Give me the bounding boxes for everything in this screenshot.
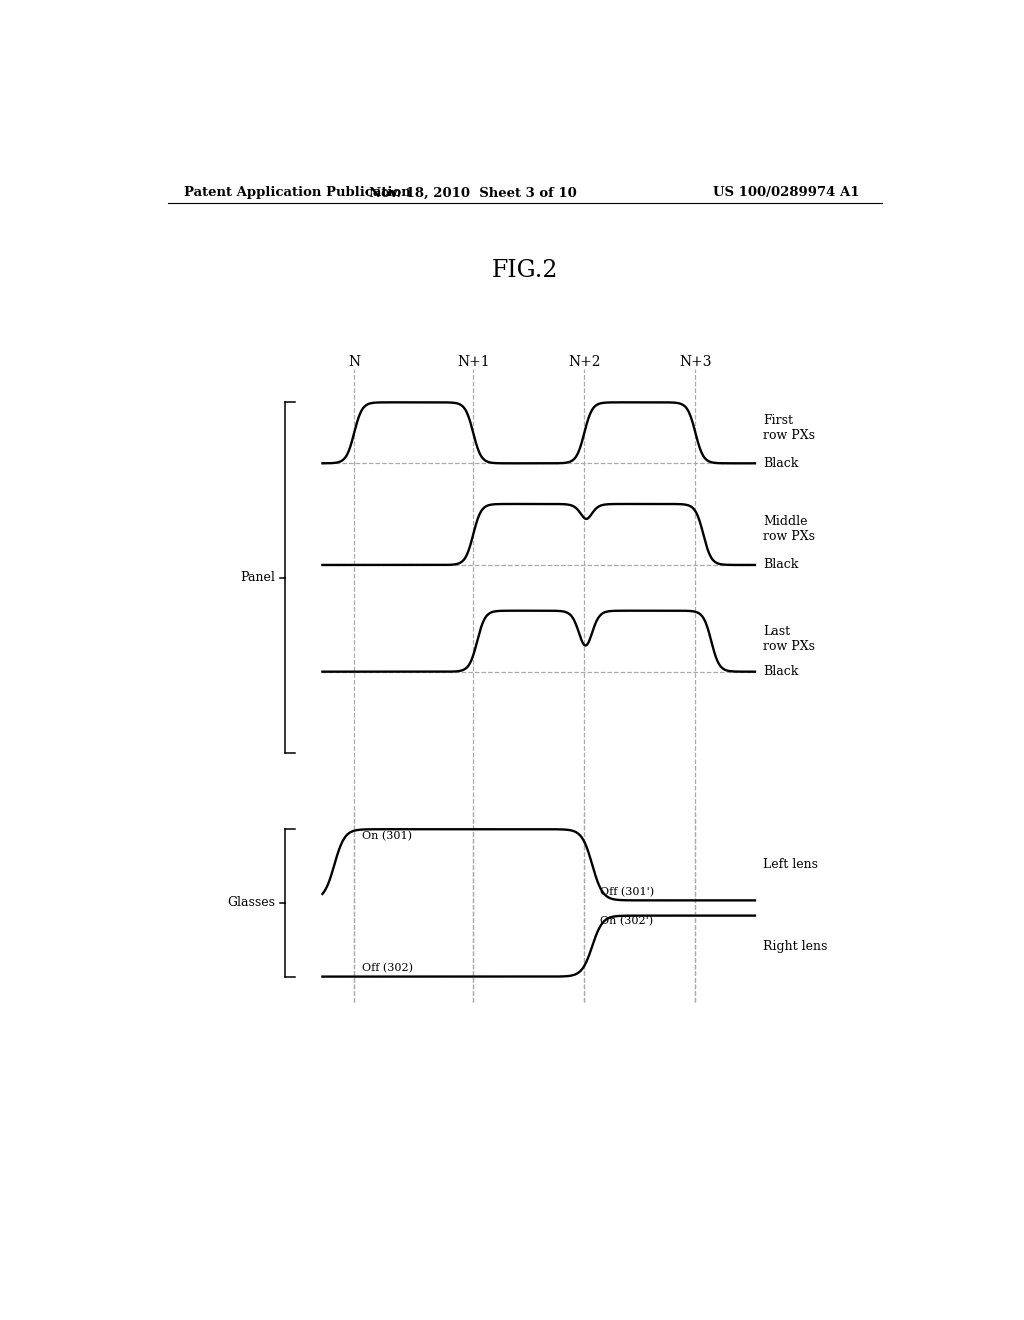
Text: First
row PXs: First row PXs <box>763 413 815 442</box>
Text: On (302'): On (302') <box>600 916 653 925</box>
Text: FIG.2: FIG.2 <box>492 259 558 281</box>
Text: Black: Black <box>763 665 799 678</box>
Text: Panel: Panel <box>240 572 274 585</box>
Text: Glasses: Glasses <box>227 896 274 909</box>
Text: Nov. 18, 2010  Sheet 3 of 10: Nov. 18, 2010 Sheet 3 of 10 <box>370 186 578 199</box>
Text: Middle
row PXs: Middle row PXs <box>763 515 815 544</box>
Text: N+3: N+3 <box>679 355 712 368</box>
Text: Patent Application Publication: Patent Application Publication <box>183 186 411 199</box>
Text: On (301): On (301) <box>362 832 412 841</box>
Text: N+2: N+2 <box>568 355 600 368</box>
Text: US 100/0289974 A1: US 100/0289974 A1 <box>714 186 860 199</box>
Text: Off (301'): Off (301') <box>600 887 654 898</box>
Text: Left lens: Left lens <box>763 858 818 871</box>
Text: Right lens: Right lens <box>763 940 827 953</box>
Text: Black: Black <box>763 558 799 572</box>
Text: Last
row PXs: Last row PXs <box>763 626 815 653</box>
Text: N+1: N+1 <box>457 355 489 368</box>
Text: Black: Black <box>763 457 799 470</box>
Text: Off (302): Off (302) <box>362 964 413 974</box>
Text: N: N <box>348 355 360 368</box>
